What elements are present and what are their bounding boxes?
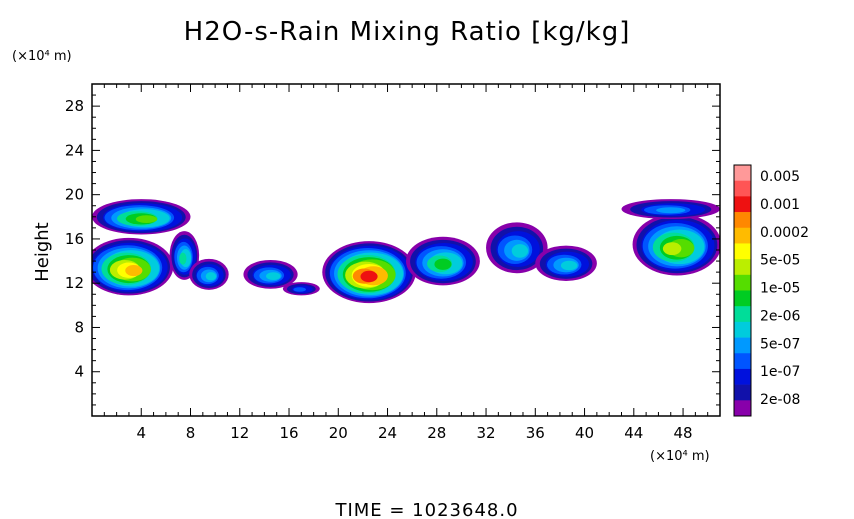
- y-axis-label: Height: [32, 222, 53, 282]
- y-unit-label: (×10⁴ m): [12, 49, 72, 64]
- colorbar-swatch: [734, 259, 751, 276]
- x-tick-label: 20: [329, 424, 348, 442]
- x-tick-label: 16: [279, 424, 298, 442]
- colorbar-swatch: [734, 290, 751, 307]
- y-tick-label: 28: [65, 97, 84, 115]
- colorbar-swatch: [734, 337, 751, 354]
- colorbar-swatch: [734, 274, 751, 291]
- x-tick-label: 48: [674, 424, 693, 442]
- field-cell-2: [92, 199, 191, 235]
- colorbar-label: 0.0002: [760, 225, 809, 241]
- x-tick-label: 8: [186, 424, 196, 442]
- colorbar-swatch: [734, 400, 751, 417]
- field-cell-5: [243, 259, 298, 289]
- colorbar-swatch: [734, 196, 751, 213]
- colorbar-swatch: [734, 165, 751, 181]
- field-cell-1: [92, 237, 174, 296]
- colorbar-swatch: [734, 368, 751, 385]
- colorbar-swatch: [734, 243, 751, 260]
- x-tick-label: 28: [427, 424, 446, 442]
- x-tick-label: 32: [476, 424, 495, 442]
- field-cell-4: [189, 258, 229, 290]
- colorbar-label: 5e-07: [760, 336, 800, 352]
- colorbar-swatch: [734, 306, 751, 323]
- y-tick-label: 12: [65, 274, 84, 292]
- y-tick-label: 16: [65, 230, 84, 248]
- field-cell-9: [486, 222, 548, 274]
- field-cell-8: [406, 236, 480, 286]
- colorbar-label: 0.001: [760, 197, 800, 213]
- colorbar-swatch: [734, 227, 751, 244]
- colorbar-frame: [733, 164, 752, 417]
- y-tick-label: 24: [65, 141, 84, 159]
- x-tick-label: 24: [378, 424, 397, 442]
- colorbar-label: 1e-05: [760, 281, 800, 297]
- field-cell-7: [322, 241, 416, 304]
- x-unit-label: (×10⁴ m): [650, 449, 710, 464]
- colorbar-label: 2e-06: [760, 308, 800, 324]
- colorbar-label: 5e-05: [760, 253, 800, 269]
- colorbar-swatch: [734, 321, 751, 338]
- x-tick-label: 36: [526, 424, 545, 442]
- field-cell-10: [535, 245, 597, 281]
- y-tick-label: 8: [74, 318, 84, 336]
- field-cell-6: [282, 282, 320, 296]
- x-tick-label: 44: [624, 424, 643, 442]
- colorbar-label: 2e-08: [760, 392, 800, 408]
- colorbar-label: 0.005: [760, 169, 800, 185]
- colorbar-swatch: [734, 353, 751, 370]
- colorbar-swatch: [734, 180, 751, 197]
- colorbar: 0.005 0.001 0.0002 5e-05 1e-05 2e-06 5e-07 1e-0…: [733, 164, 809, 417]
- time-footer: TIME = 1023648.0: [334, 500, 518, 519]
- field-cell-12: [621, 199, 720, 220]
- y-tick-label: 20: [65, 186, 84, 204]
- y-tick-label: 4: [74, 363, 84, 381]
- x-tick-label: 12: [230, 424, 249, 442]
- field-cell-11: [632, 213, 720, 276]
- colorbar-label: 1e-07: [760, 364, 800, 380]
- chart-title: H2O-s-Rain Mixing Ratio [kg/kg]: [184, 17, 631, 47]
- colorbar-swatch: [734, 384, 751, 401]
- x-tick-label: 40: [575, 424, 594, 442]
- x-tick-label: 4: [136, 424, 146, 442]
- colorbar-swatch: [734, 212, 751, 229]
